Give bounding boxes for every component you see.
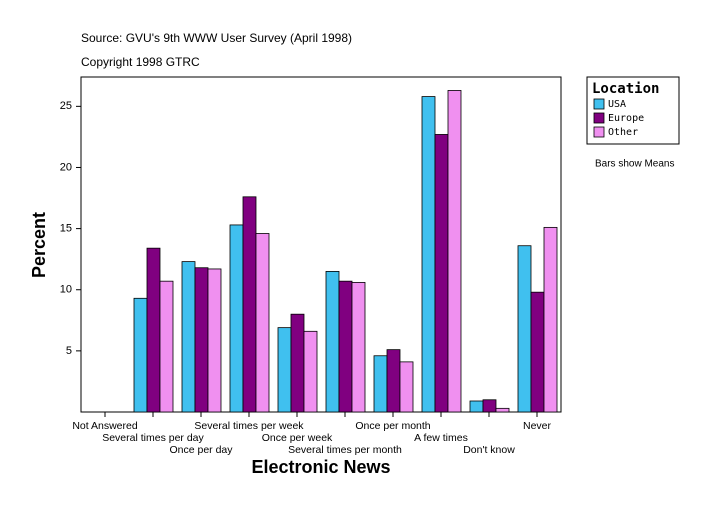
bar [517, 245, 532, 413]
bar [530, 291, 545, 413]
legend-label: Europe [608, 113, 644, 124]
bar [242, 196, 257, 413]
bar [303, 330, 318, 413]
x-tick-label: A few times [414, 432, 468, 444]
plot-frame [80, 76, 562, 413]
x-tick-label: Don't know [463, 444, 515, 456]
legend-title: Location [592, 81, 659, 97]
bar [159, 280, 174, 413]
y-tick-label: 25 [60, 100, 72, 112]
x-tick-label: Once per month [355, 420, 430, 432]
legend-label: USA [608, 99, 626, 110]
x-tick-label: Several times per month [288, 444, 402, 456]
x-tick-label: Once per week [262, 432, 333, 444]
bar [543, 226, 558, 413]
annotation: Bars show Means [595, 159, 674, 170]
y-axis-title: Percent [29, 212, 49, 278]
chart-title: Source: GVU's 9th WWW User Survey (April… [81, 31, 352, 45]
bar [434, 134, 449, 413]
bar [290, 313, 305, 413]
x-tick-label: Not Answered [72, 420, 138, 432]
legend-label: Other [608, 127, 638, 138]
bar [421, 96, 436, 413]
bar [469, 400, 484, 413]
y-tick-label: 5 [66, 345, 72, 357]
bar [207, 268, 222, 413]
legend-swatch [593, 98, 605, 110]
bar [386, 349, 401, 413]
bar [482, 399, 497, 413]
bar [325, 270, 340, 413]
legend-swatch [593, 126, 605, 138]
x-tick-label: Several times per day [102, 432, 204, 444]
x-axis-title: Electronic News [251, 457, 390, 477]
x-tick-label: Never [523, 420, 552, 432]
bar [351, 282, 366, 413]
bar [373, 355, 388, 413]
chart-subtitle: Copyright 1998 GTRC [81, 55, 200, 69]
x-tick-label: Once per day [169, 444, 233, 456]
y-tick-label: 20 [60, 161, 72, 173]
bar [133, 297, 148, 413]
bar [338, 280, 353, 413]
bar [194, 267, 209, 413]
y-tick-label: 15 [60, 223, 72, 235]
x-tick-label: Several times per week [194, 420, 304, 432]
y-tick-label: 10 [60, 284, 72, 296]
bar [181, 261, 196, 413]
bar [399, 361, 414, 413]
bar [146, 247, 161, 413]
bar [277, 327, 292, 413]
bar [229, 224, 244, 413]
bar [255, 233, 270, 413]
bar [495, 407, 510, 413]
legend-swatch [593, 112, 605, 124]
bar [447, 90, 462, 413]
